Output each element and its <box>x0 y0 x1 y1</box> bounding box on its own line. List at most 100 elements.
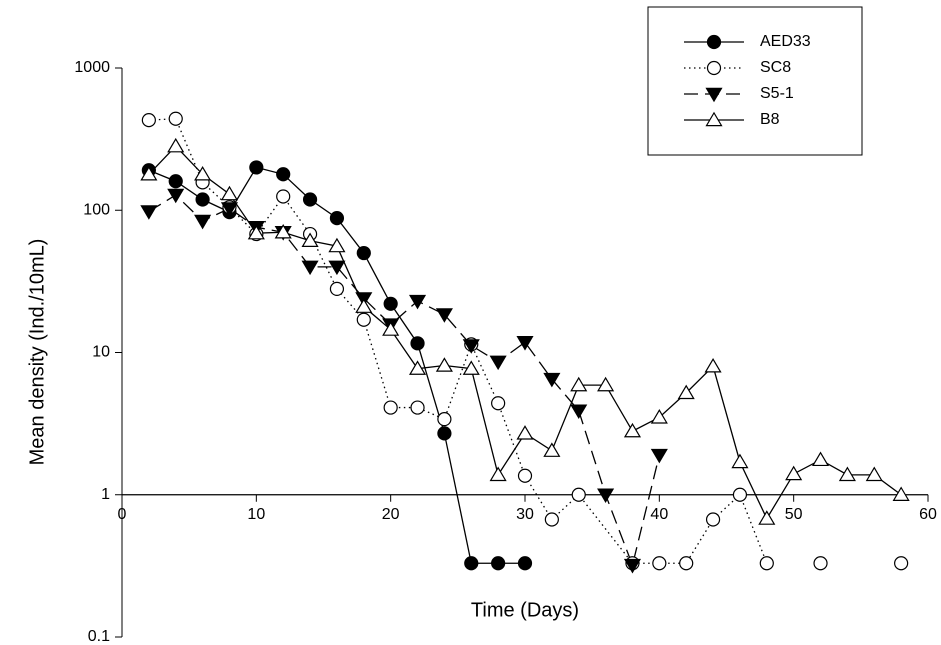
marker <box>570 376 588 392</box>
marker <box>247 224 265 240</box>
marker <box>437 412 452 427</box>
x-axis-label: Time (Days) <box>471 599 579 621</box>
x-tick-label: 10 <box>247 506 265 523</box>
marker <box>679 556 694 571</box>
legend-label: S5-1 <box>760 85 794 102</box>
y-axis-label: Mean density (Ind./10mL) <box>26 239 48 466</box>
marker <box>489 466 507 482</box>
marker <box>894 556 909 571</box>
marker <box>168 111 183 126</box>
marker <box>516 336 534 351</box>
marker <box>168 174 183 189</box>
marker <box>892 486 910 501</box>
marker <box>462 360 480 375</box>
marker <box>329 211 345 226</box>
marker <box>301 260 319 276</box>
marker <box>383 296 398 311</box>
marker <box>759 556 774 571</box>
marker <box>195 192 210 207</box>
x-tick-label: 40 <box>650 506 668 523</box>
legend-label: SC8 <box>760 59 791 76</box>
marker <box>464 556 479 571</box>
marker <box>274 223 292 239</box>
x-tick-label: 50 <box>785 506 803 523</box>
marker <box>489 355 507 371</box>
marker <box>677 384 695 400</box>
marker <box>732 487 748 502</box>
marker <box>329 281 345 296</box>
marker <box>865 466 883 482</box>
marker <box>194 214 212 230</box>
marker <box>220 185 239 201</box>
marker <box>462 339 480 354</box>
marker <box>704 357 722 373</box>
marker <box>410 400 425 415</box>
marker <box>570 404 588 419</box>
marker <box>652 556 667 571</box>
marker <box>140 165 158 181</box>
marker <box>813 556 828 571</box>
marker <box>220 202 239 217</box>
marker <box>276 189 291 204</box>
series-line <box>148 145 902 520</box>
marker <box>301 232 319 248</box>
x-tick-label: 30 <box>516 506 534 523</box>
marker <box>382 321 400 336</box>
marker <box>437 426 452 441</box>
x-tick-label: 0 <box>118 506 127 523</box>
marker <box>140 205 158 220</box>
y-tick-label: 1 <box>101 486 110 503</box>
marker <box>544 512 559 527</box>
marker <box>705 512 721 527</box>
marker <box>517 468 533 483</box>
marker <box>650 448 668 464</box>
marker <box>623 558 642 574</box>
marker <box>328 237 346 253</box>
marker <box>435 357 453 372</box>
marker <box>543 372 561 388</box>
legend-label: AED33 <box>760 33 811 50</box>
marker <box>705 111 723 127</box>
marker <box>410 336 425 351</box>
y-tick-label: 100 <box>83 201 110 218</box>
marker <box>435 308 453 323</box>
series-line <box>148 194 660 568</box>
marker <box>167 188 185 204</box>
marker <box>249 160 264 175</box>
marker <box>194 165 212 181</box>
marker <box>356 312 371 327</box>
legend-box <box>647 6 863 156</box>
x-tick-label: 20 <box>382 506 400 523</box>
marker <box>706 60 722 76</box>
y-tick-label: 0.1 <box>88 628 110 645</box>
marker <box>811 451 830 467</box>
marker <box>623 422 642 438</box>
marker <box>408 360 427 375</box>
marker <box>383 400 398 415</box>
marker <box>731 453 749 469</box>
marker <box>491 556 506 571</box>
marker <box>706 34 722 50</box>
marker <box>543 442 561 457</box>
marker <box>785 465 803 481</box>
marker <box>516 425 534 440</box>
marker <box>650 409 668 424</box>
marker <box>167 137 185 153</box>
marker <box>328 260 346 276</box>
marker <box>571 487 586 502</box>
marker <box>276 167 291 182</box>
marker <box>597 376 615 392</box>
legend-label: B8 <box>760 111 780 128</box>
x-tick-label: 60 <box>919 506 937 523</box>
marker <box>705 87 723 103</box>
marker <box>141 113 156 128</box>
marker <box>517 556 533 571</box>
marker <box>302 192 318 207</box>
marker <box>355 298 373 313</box>
marker <box>408 294 427 310</box>
marker <box>838 466 856 482</box>
marker <box>491 396 506 411</box>
y-tick-label: 1000 <box>74 59 110 76</box>
marker <box>597 488 615 504</box>
